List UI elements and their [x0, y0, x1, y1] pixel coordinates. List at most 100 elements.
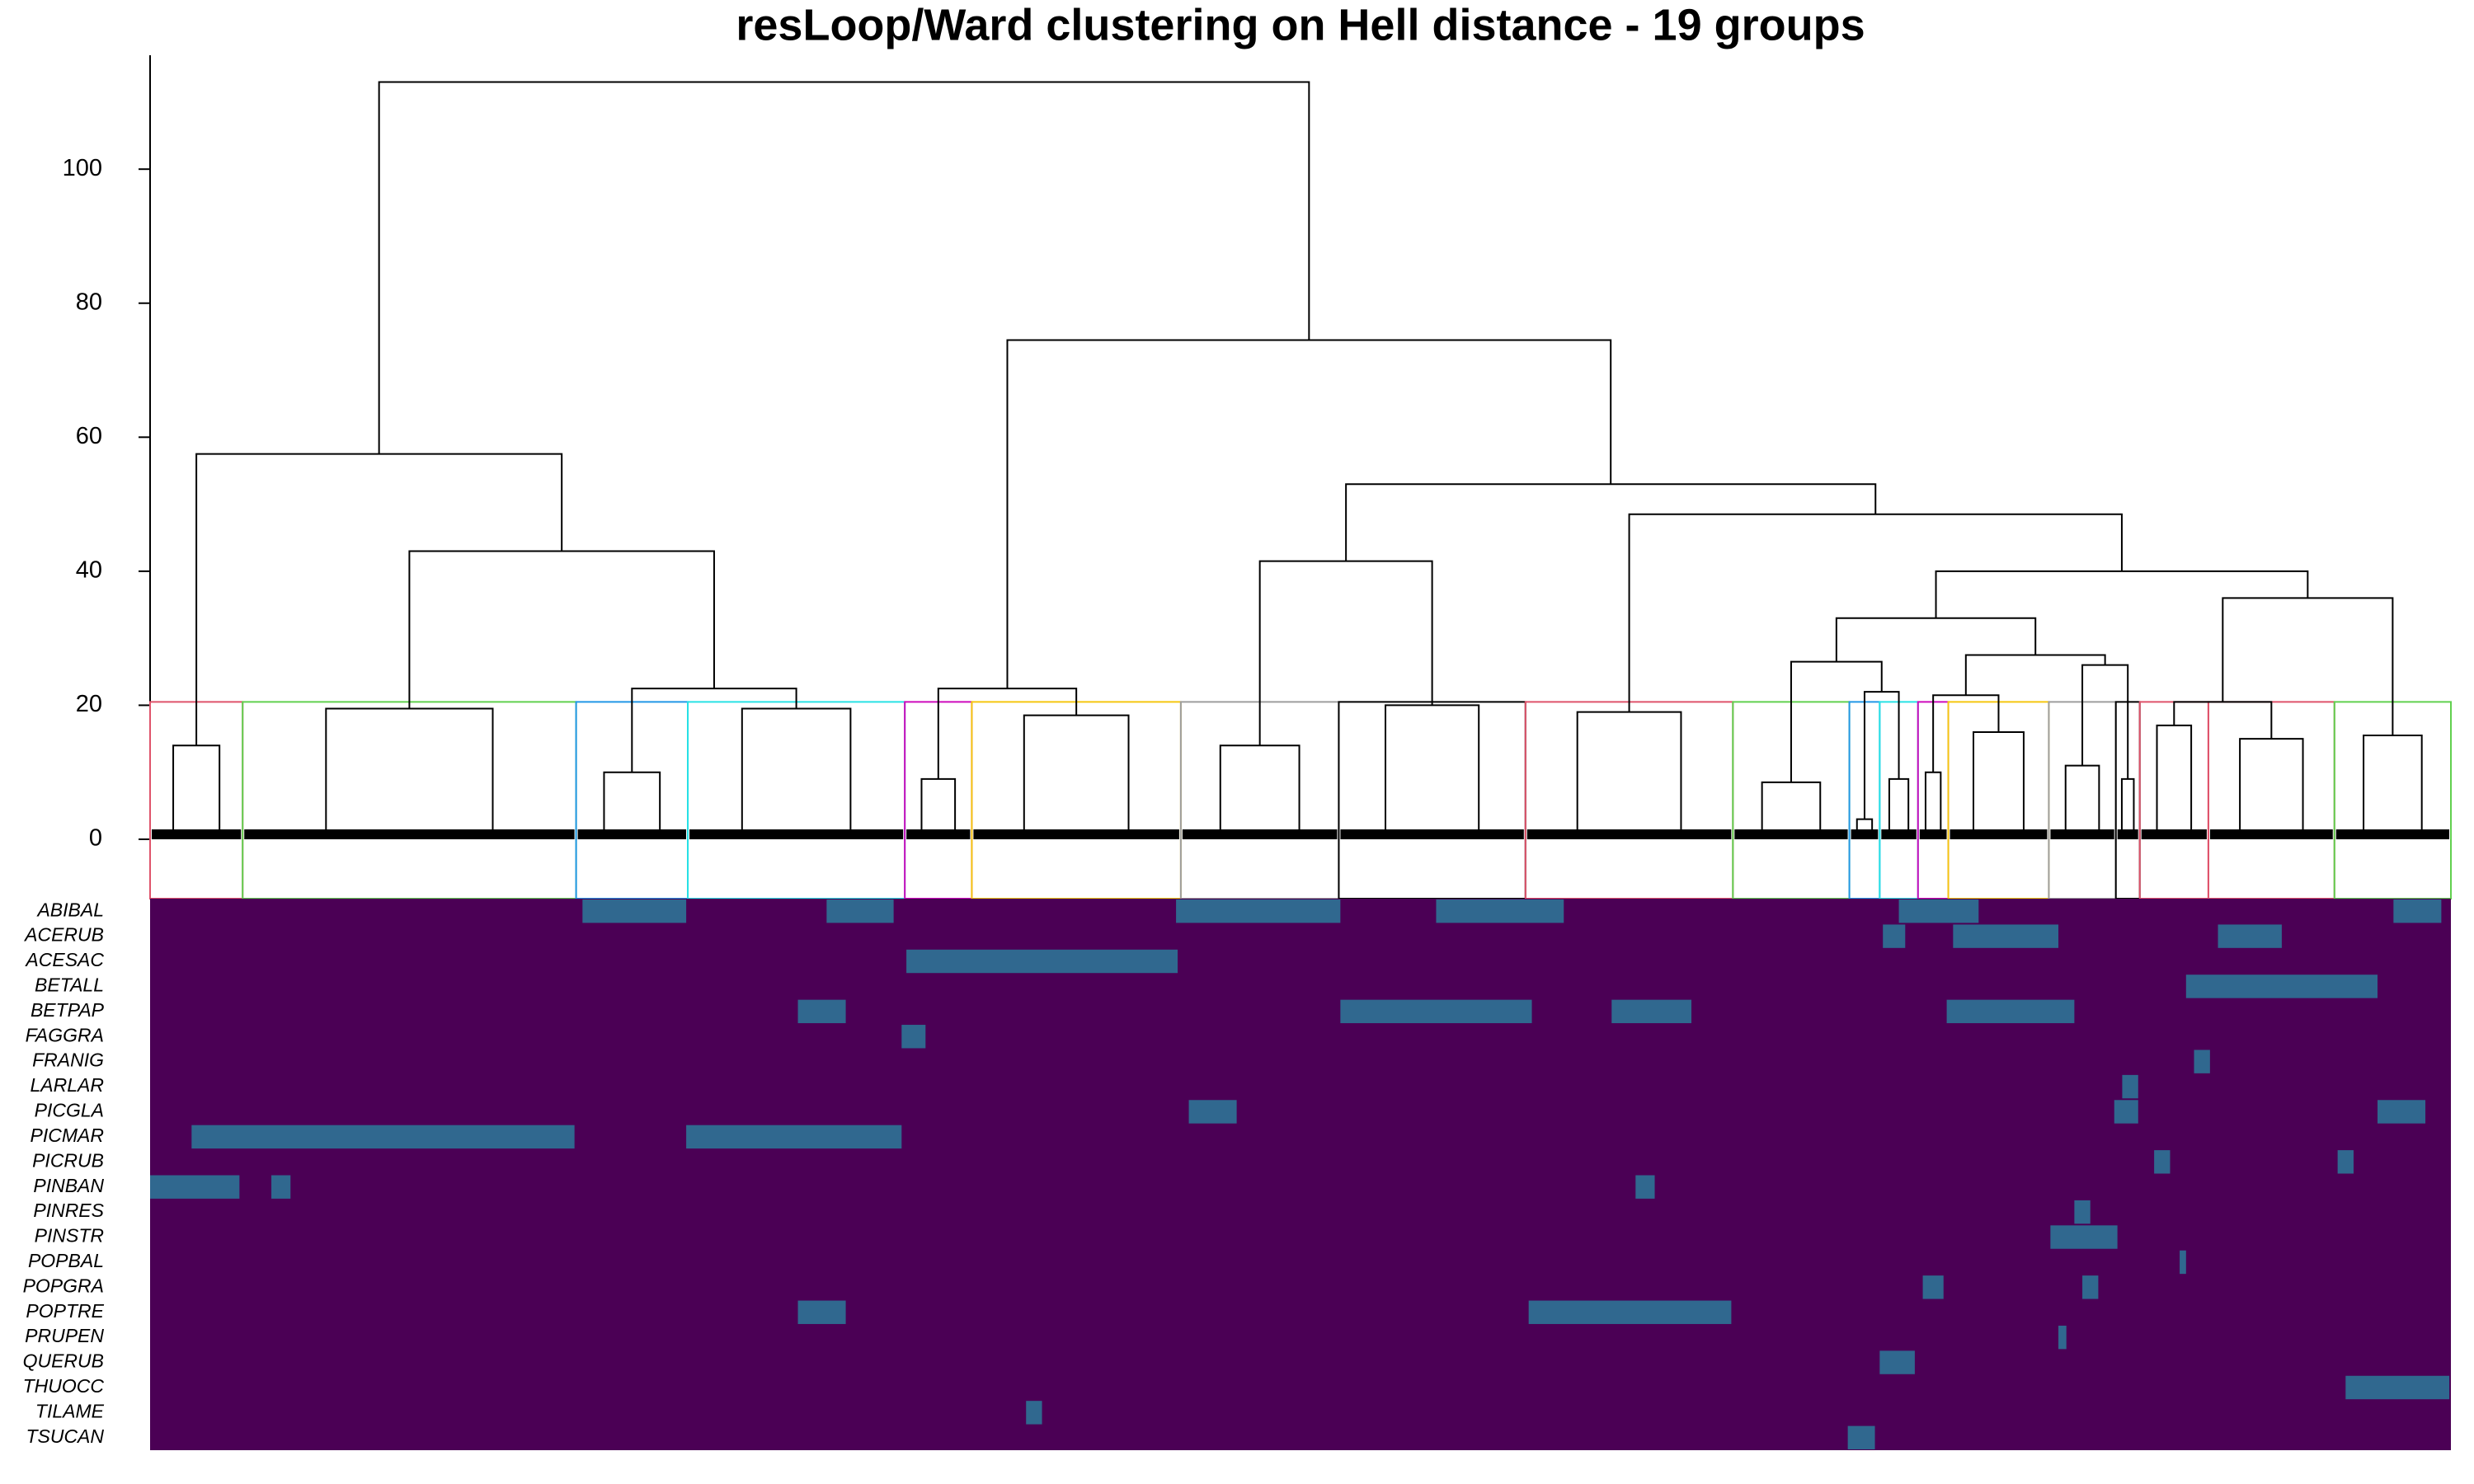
group-box [242, 701, 577, 899]
row-label: PRUPEN [25, 1325, 104, 1346]
merge [2173, 701, 2273, 740]
group-subtree [325, 707, 494, 839]
y-tick-label: 60 [76, 423, 102, 449]
heatmap-cell [906, 949, 1178, 974]
leaf-band [906, 829, 971, 839]
row-label: PINRES [33, 1200, 104, 1221]
group-subtree [741, 707, 852, 839]
heatmap-cell [2337, 1150, 2354, 1174]
group-subtree [1219, 744, 1300, 839]
merge [378, 81, 1310, 454]
group-box [687, 701, 906, 899]
group-box [1524, 701, 1734, 899]
heatmap-cell [686, 1125, 902, 1149]
heatmap-cell [2122, 1074, 2138, 1099]
heatmap-cell [1026, 1401, 1042, 1425]
heatmap-cell [1946, 999, 2075, 1024]
leaf-band [2209, 829, 2333, 839]
group-subtree [603, 771, 661, 839]
group-box [2138, 701, 2209, 899]
heatmap-cell [1883, 924, 1906, 948]
leaf-band [2050, 829, 2114, 839]
heatmap-cell [1898, 899, 1979, 923]
heatmap-cell [2180, 1250, 2186, 1275]
group-subtree [2239, 738, 2304, 839]
merge [2081, 664, 2129, 779]
heatmap-cell [191, 1125, 575, 1149]
heatmap-cell [797, 999, 846, 1024]
merge [1935, 570, 2309, 618]
heatmap-cell [1635, 1175, 1655, 1199]
leaf-band [1526, 829, 1732, 839]
group-subtree [1924, 771, 1942, 839]
row-label: POPGRA [23, 1275, 104, 1296]
merge [1345, 483, 1877, 561]
y-tick-label: 100 [63, 155, 102, 181]
chart-title: resLoop/Ward clustering on Hell distance… [736, 0, 1865, 49]
leaf-band [1950, 829, 2048, 839]
row-label: QUERUB [23, 1350, 104, 1372]
row-label: TILAME [35, 1400, 105, 1421]
group-box [971, 701, 1182, 899]
merge [1863, 691, 1900, 819]
leaf-band [973, 829, 1179, 839]
row-label: FAGGRA [26, 1024, 104, 1045]
dendrogram [152, 81, 2449, 839]
leaf-band [2335, 829, 2449, 839]
heatmap-cell [2345, 1375, 2450, 1400]
merge [2222, 597, 2394, 736]
group-subtree [1576, 711, 1682, 839]
heatmap-cell [2074, 1200, 2091, 1224]
merge [1258, 560, 1433, 746]
merge [1964, 654, 2106, 696]
row-label: POPBAL [28, 1250, 104, 1271]
row-label: PINSTR [35, 1225, 104, 1247]
heatmap-cell [2377, 1100, 2426, 1124]
heatmap-cell [2154, 1150, 2171, 1174]
y-tick-label: 80 [76, 289, 102, 315]
row-label: THUOCC [23, 1375, 105, 1397]
heatmap-cell [2114, 1100, 2138, 1124]
row-label: BETPAP [31, 999, 105, 1021]
row-label: PINBAN [33, 1175, 104, 1196]
row-label: PICGLA [35, 1100, 104, 1121]
leaf-band [1340, 829, 1524, 839]
group-subtree [172, 744, 221, 839]
group-subtree [1973, 730, 2025, 839]
group-subtree [1023, 714, 1130, 839]
leaf-band [152, 829, 242, 839]
heatmap-cell [2082, 1275, 2099, 1299]
row-label: ACERUB [23, 924, 104, 946]
merge [1790, 660, 1883, 782]
heatmap-cell [1188, 1100, 1237, 1124]
leaf-band [689, 829, 904, 839]
leaf-band [1919, 829, 1947, 839]
heatmap-cell [2218, 924, 2282, 948]
row-label: POPTRE [26, 1300, 104, 1322]
merge [1932, 694, 2000, 773]
leaf-band [2117, 829, 2138, 839]
merge [408, 550, 715, 709]
group-subtree [2156, 724, 2193, 839]
heatmap-cell [582, 899, 687, 923]
row-label: ACESAC [24, 949, 104, 970]
row-label: TSUCAN [26, 1425, 104, 1447]
heatmap-cell [2185, 974, 2378, 998]
leaf-band [244, 829, 575, 839]
y-tick-label: 20 [76, 691, 102, 717]
row-label: BETALL [35, 974, 104, 996]
heatmap-cell [1847, 1425, 1875, 1449]
heatmap-cell [1611, 999, 1692, 1024]
heatmap-cell [1436, 899, 1564, 923]
heatmap-cell [1879, 1350, 1915, 1374]
group-subtree [1385, 704, 1480, 839]
heatmap-cell [901, 1025, 926, 1049]
merge [631, 688, 797, 773]
heatmap-cell [2058, 1325, 2067, 1350]
merge [1006, 339, 1612, 689]
row-label: FRANIG [32, 1050, 104, 1071]
row-label: PICRUB [32, 1149, 104, 1171]
y-tick-label: 0 [89, 825, 102, 852]
heatmap-cell [1922, 1275, 1944, 1299]
